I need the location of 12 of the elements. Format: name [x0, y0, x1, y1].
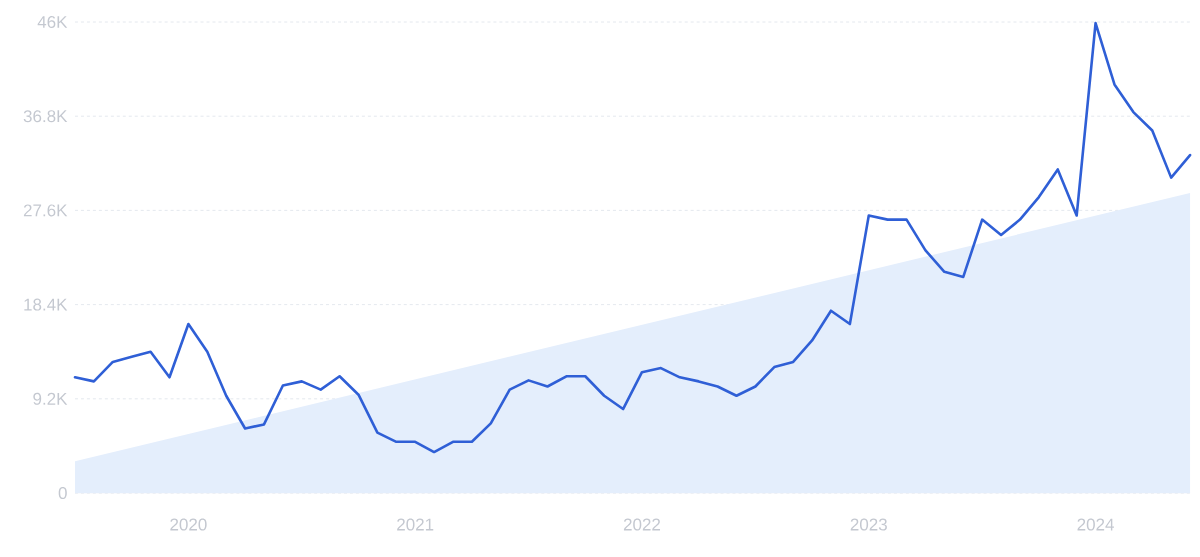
y-tick-label: 0 [58, 486, 67, 500]
line-series [73, 21, 1192, 454]
x-tick-label: 2024 [1077, 518, 1114, 531]
x-tick-label: 2022 [623, 518, 661, 531]
x-tick-label: 2021 [397, 518, 434, 531]
x-tick-label: 2023 [850, 518, 887, 531]
x-tick-label: 2020 [170, 518, 207, 531]
y-tick-label: 36.8K [23, 110, 68, 123]
y-tick-label: 9.2K [33, 392, 68, 405]
y-tick-label: 27.6K [23, 204, 68, 217]
y-tick-label: 46K [37, 15, 68, 29]
y-tick-label: 18.4K [24, 298, 68, 311]
